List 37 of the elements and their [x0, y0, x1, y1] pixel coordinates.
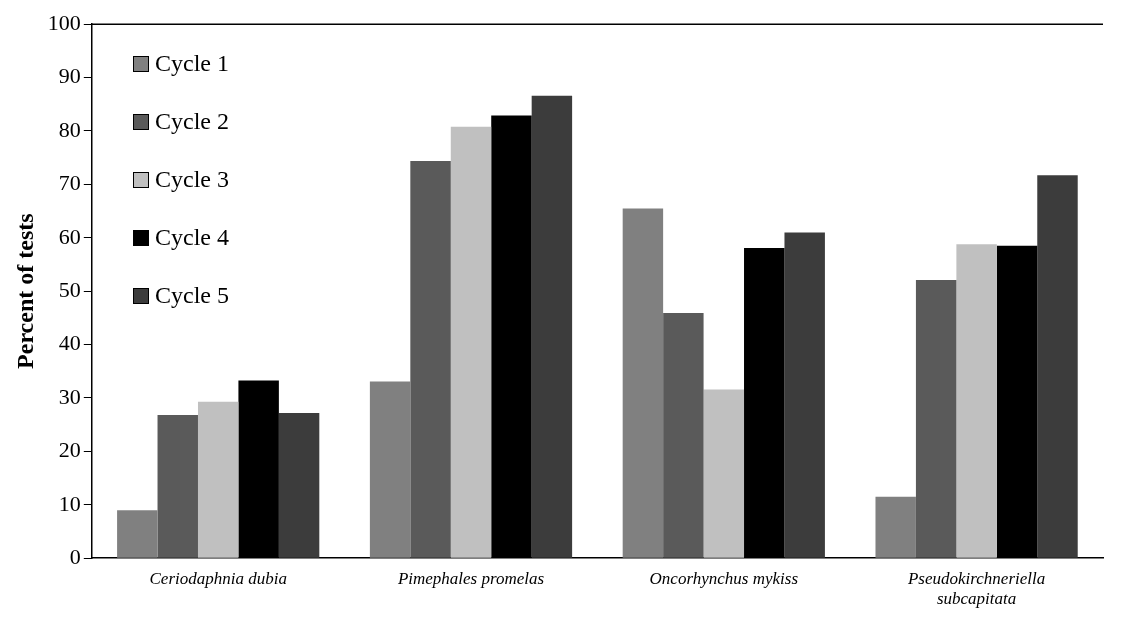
bar — [450, 126, 492, 558]
y-tick-label: 50 — [58, 276, 81, 302]
x-tick-label: Ceriodaphnia dubia — [149, 568, 287, 588]
bar — [915, 279, 957, 558]
legend-label: Cycle 2 — [155, 108, 229, 135]
legend-label: Cycle 3 — [155, 166, 229, 193]
y-tick-label: 10 — [58, 490, 81, 516]
bar — [784, 232, 825, 558]
bar — [117, 510, 158, 558]
bar — [157, 415, 198, 558]
y-tick-label: 90 — [58, 63, 81, 89]
y-tick-label: 70 — [58, 170, 81, 196]
y-tick-label: 30 — [58, 383, 81, 409]
bar — [410, 160, 451, 558]
y-tick-label: 100 — [47, 9, 81, 35]
legend-label: Cycle 1 — [155, 50, 229, 77]
bar — [622, 208, 664, 558]
y-tick-label: 0 — [69, 543, 81, 569]
x-tick-label: Oncorhynchus mykiss — [649, 568, 799, 588]
bar — [197, 401, 239, 558]
bar — [875, 496, 916, 558]
y-tick-label: 60 — [58, 223, 81, 249]
y-axis-title: Percent of tests — [11, 213, 38, 369]
x-tick-label: Pseudokirchneriella subcapitata — [906, 568, 1046, 609]
legend-label: Cycle 4 — [155, 224, 229, 251]
bar — [1037, 175, 1078, 558]
y-tick-label: 80 — [58, 116, 81, 142]
y-tick-label: 20 — [58, 437, 81, 463]
bar — [703, 389, 745, 558]
bar — [663, 313, 704, 558]
bar — [956, 244, 997, 558]
bar — [278, 412, 320, 558]
x-tick-label: Pimephales promelas — [396, 568, 545, 588]
bar — [369, 381, 411, 558]
y-tick-label: 40 — [58, 330, 81, 356]
legend-label: Cycle 5 — [155, 282, 229, 309]
bar — [531, 95, 573, 558]
